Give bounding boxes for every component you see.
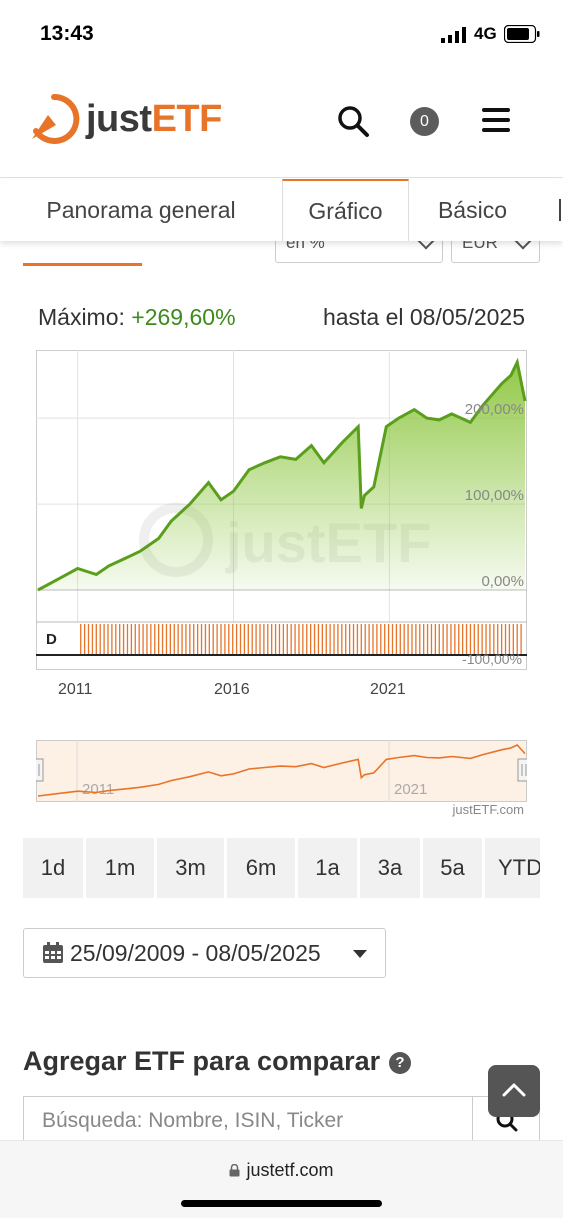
navigator-svg[interactable]: 2011 2021 bbox=[30, 740, 531, 802]
help-icon[interactable]: ? bbox=[389, 1052, 411, 1074]
navigator-line bbox=[37, 744, 526, 797]
status-time: 13:43 bbox=[40, 22, 94, 45]
range-button-6m[interactable]: 6m bbox=[227, 838, 295, 898]
range-button-1a[interactable]: 1a bbox=[298, 838, 357, 898]
site-header: justETF 0 bbox=[0, 70, 563, 178]
status-bar: 13:43 4G bbox=[0, 0, 563, 70]
justetf-logo[interactable]: justETF bbox=[28, 93, 222, 144]
tab-next[interactable] bbox=[559, 199, 563, 221]
date-range-text: 25/09/2009 - 08/05/2025 bbox=[70, 940, 321, 966]
performance-line bbox=[37, 357, 527, 592]
watchlist-count-badge[interactable]: 0 bbox=[410, 107, 439, 136]
url-display[interactable]: justetf.com bbox=[0, 1160, 563, 1181]
range-button-5a[interactable]: 5a bbox=[423, 838, 482, 898]
performance-area bbox=[38, 362, 525, 590]
tab-bar: Panorama general Gráfico Básico bbox=[0, 179, 563, 241]
logo-mark-icon bbox=[32, 93, 80, 144]
performance-chart-svg[interactable]: justETF 0,00%100,00%200,00% D -100,00% bbox=[36, 350, 527, 670]
y-tick-label: 200,00% bbox=[465, 401, 524, 418]
lower-pane-tick: -100,00% bbox=[462, 651, 522, 667]
navigator-tick: 2011 bbox=[82, 781, 114, 798]
max-performance: Máximo: +269,60% bbox=[38, 304, 236, 330]
caret-down-icon bbox=[353, 950, 367, 958]
y-tick-label: 100,00% bbox=[465, 487, 524, 504]
performance-chart[interactable]: justETF 0,00%100,00%200,00% D -100,00% bbox=[36, 350, 527, 670]
range-button-1m[interactable]: 1m bbox=[86, 838, 154, 898]
signal-icon bbox=[441, 27, 466, 43]
range-button-3a[interactable]: 3a bbox=[360, 838, 420, 898]
chart-credit: justETF.com bbox=[452, 802, 524, 817]
home-indicator bbox=[181, 1200, 382, 1207]
date-until: hasta el 08/05/2025 bbox=[322, 304, 525, 330]
browser-address-bar[interactable]: justetf.com bbox=[0, 1140, 563, 1218]
navigator-handle-right[interactable] bbox=[517, 758, 531, 782]
y-tick-label: 0,00% bbox=[481, 573, 524, 590]
section-heading-underline bbox=[23, 263, 142, 266]
range-button-ytd[interactable]: YTD bbox=[485, 838, 540, 898]
navigator-handle-left[interactable] bbox=[30, 758, 44, 782]
lock-icon bbox=[229, 1164, 240, 1177]
range-buttons: 1d 1m 3m 6m 1a 3a 5a YTD bbox=[23, 838, 540, 898]
tab-overview[interactable]: Panorama general bbox=[46, 197, 236, 223]
etf-search-input[interactable]: Búsqueda: Nombre, ISIN, Ticker bbox=[23, 1096, 473, 1146]
max-value: +269,60% bbox=[131, 304, 236, 330]
compare-title: Agregar ETF para comparar bbox=[23, 1046, 381, 1076]
x-tick-label: 2016 bbox=[214, 681, 250, 698]
x-tick-label: 2021 bbox=[370, 681, 406, 698]
tab-basics[interactable]: Básico bbox=[437, 197, 508, 223]
chart-navigator[interactable]: 2011 2021 bbox=[30, 740, 531, 802]
scroll-to-top-button[interactable] bbox=[488, 1065, 540, 1117]
x-tick-label: 2011 bbox=[58, 681, 93, 698]
logo-text: justETF bbox=[86, 97, 222, 140]
tab-chart[interactable]: Gráfico bbox=[282, 179, 409, 241]
range-button-3m[interactable]: 3m bbox=[157, 838, 224, 898]
range-button-1d[interactable]: 1d bbox=[23, 838, 83, 898]
network-type: 4G bbox=[474, 24, 497, 43]
date-range-picker[interactable]: 25/09/2009 - 08/05/2025 bbox=[23, 928, 386, 978]
battery-icon bbox=[504, 25, 540, 43]
chevron-up-icon bbox=[502, 1083, 526, 1097]
navigator-tick: 2021 bbox=[394, 781, 427, 798]
calendar-icon bbox=[43, 942, 63, 963]
distribution-label: D bbox=[46, 631, 57, 648]
hamburger-menu-icon[interactable] bbox=[482, 108, 512, 134]
search-icon[interactable] bbox=[336, 104, 370, 138]
